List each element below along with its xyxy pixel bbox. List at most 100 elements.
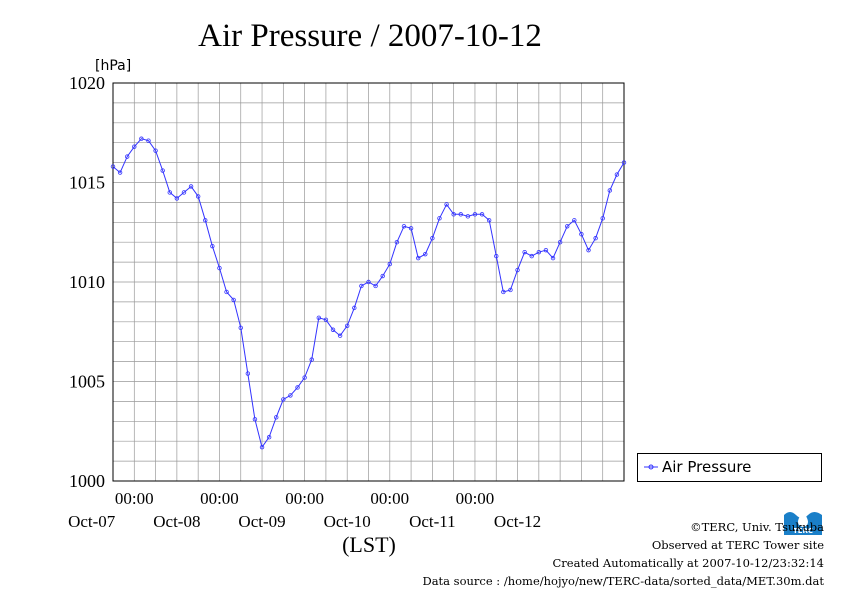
- x-tick-date: Oct-11: [409, 512, 456, 531]
- grid-lines: [113, 83, 624, 481]
- x-tick-time: 00:00: [456, 489, 495, 508]
- data-point: [238, 325, 243, 330]
- footer-source: Data source : /home/hojyo/new/TERC-data/…: [422, 574, 824, 588]
- data-point: [160, 168, 165, 173]
- data-point: [139, 136, 144, 141]
- data-point: [529, 253, 534, 259]
- data-point: [295, 385, 300, 390]
- data-point: [330, 327, 336, 332]
- data-point: [614, 172, 620, 177]
- data-point: [117, 170, 123, 175]
- x-tick-date: Oct-08: [153, 512, 200, 531]
- data-point: [621, 160, 627, 165]
- data-point: [565, 224, 570, 229]
- data-point: [380, 273, 385, 279]
- data-point: [366, 279, 371, 285]
- data-point: [288, 393, 293, 398]
- data-point: [579, 232, 584, 237]
- data-point: [210, 243, 215, 249]
- data-point: [515, 267, 520, 273]
- x-tick-time: 00:00: [370, 489, 409, 508]
- data-point: [437, 216, 442, 221]
- y-tick-label: 1010: [69, 272, 105, 292]
- legend: Air Pressure: [637, 453, 822, 482]
- data-point: [323, 317, 329, 323]
- terc-logo: TERC: [784, 503, 822, 535]
- y-tick-label: 1020: [69, 73, 105, 93]
- footer-created: Created Automatically at 2007-10-12/23:3…: [552, 556, 825, 570]
- x-tick-date: Oct-07: [68, 512, 116, 531]
- data-point: [302, 375, 307, 380]
- data-point: [394, 239, 400, 245]
- y-tick-label: 1000: [69, 471, 105, 491]
- data-point: [132, 144, 137, 149]
- data-point: [352, 305, 357, 311]
- series-line: [112, 138, 625, 449]
- data-point: [430, 236, 435, 241]
- x-axis: 00:00 00:00 00:00 00:00 00:00 Oct-07 Oct-08 Oct…: [68, 489, 541, 531]
- x-tick-time: 00:00: [200, 489, 239, 508]
- data-point: [607, 188, 613, 193]
- data-point: [373, 283, 378, 289]
- legend-swatch: [644, 464, 658, 470]
- data-point: [195, 194, 201, 199]
- y-tick-label: 1015: [69, 173, 105, 193]
- footer-observed: Observed at TERC Tower site: [651, 538, 824, 552]
- data-point: [274, 415, 279, 420]
- data-point: [188, 184, 194, 189]
- data-point: [146, 138, 151, 143]
- data-point: [231, 297, 236, 303]
- data-point: [281, 397, 286, 402]
- data-point: [217, 265, 222, 271]
- data-point: [479, 212, 485, 217]
- data-point: [245, 371, 251, 376]
- data-point: [444, 202, 449, 207]
- x-tick-time: 00:00: [115, 489, 154, 508]
- x-tick-date: Oct-10: [324, 512, 371, 531]
- footer-copyright: ©TERC, Univ. Tsukuba: [690, 520, 824, 534]
- data-point: [252, 417, 258, 422]
- y-tick-label: 1005: [69, 372, 105, 392]
- x-tick-date: Oct-12: [494, 512, 541, 531]
- x-axis-title: (LST): [342, 532, 396, 557]
- data-point: [387, 261, 392, 267]
- data-point: [486, 218, 492, 223]
- data-point: [309, 357, 314, 362]
- data-point: [167, 190, 172, 195]
- data-point: [224, 289, 229, 295]
- data-point: [501, 289, 506, 295]
- data-point: [458, 212, 463, 217]
- data-point: [543, 247, 549, 253]
- data-point: [110, 164, 116, 169]
- data-point: [359, 283, 364, 289]
- series-air-pressure: [110, 136, 627, 450]
- data-point: [259, 444, 265, 450]
- data-point: [401, 224, 407, 229]
- data-point: [600, 216, 605, 221]
- data-point: [316, 315, 322, 321]
- x-tick-time: 00:00: [285, 489, 324, 508]
- data-point: [266, 435, 272, 440]
- data-point: [345, 323, 350, 328]
- legend-label: Air Pressure: [662, 458, 752, 476]
- data-point: [124, 154, 130, 159]
- data-point: [451, 212, 456, 217]
- data-point: [472, 212, 478, 217]
- data-point: [557, 239, 563, 245]
- data-point: [203, 218, 208, 223]
- data-point: [337, 333, 343, 338]
- plot-frame: [112, 82, 625, 482]
- data-point: [522, 249, 527, 255]
- data-point: [572, 218, 577, 223]
- y-axis-unit: [hPa]: [95, 58, 131, 74]
- data-point: [508, 287, 513, 293]
- data-point: [465, 214, 471, 219]
- data-point: [536, 249, 542, 255]
- data-point: [408, 226, 414, 231]
- data-point: [174, 196, 180, 201]
- data-point: [550, 255, 556, 261]
- chart-title: Air Pressure / 2007-10-12: [198, 18, 542, 54]
- logo-text: TERC: [793, 527, 813, 535]
- x-tick-date: Oct-09: [238, 512, 285, 531]
